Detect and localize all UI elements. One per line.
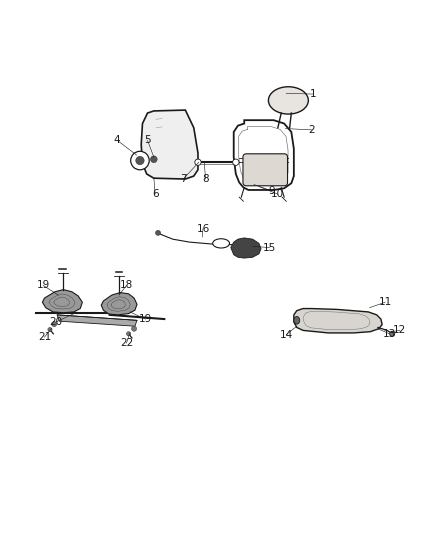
- Text: 15: 15: [263, 243, 276, 253]
- Polygon shape: [234, 120, 294, 190]
- Polygon shape: [141, 110, 198, 179]
- Ellipse shape: [294, 317, 300, 324]
- Ellipse shape: [48, 327, 52, 332]
- Text: 11: 11: [378, 297, 392, 307]
- Text: 2: 2: [308, 125, 315, 135]
- Text: 1: 1: [310, 89, 317, 99]
- Polygon shape: [294, 309, 382, 333]
- Polygon shape: [231, 238, 261, 258]
- Ellipse shape: [195, 159, 201, 165]
- Ellipse shape: [233, 159, 239, 165]
- Text: 6: 6: [152, 189, 159, 199]
- Ellipse shape: [131, 326, 137, 331]
- Text: 18: 18: [120, 280, 133, 290]
- Ellipse shape: [213, 239, 230, 248]
- Text: 13: 13: [383, 329, 396, 339]
- Ellipse shape: [151, 156, 157, 163]
- Text: 4: 4: [114, 135, 120, 146]
- Polygon shape: [101, 293, 137, 315]
- Ellipse shape: [52, 321, 57, 327]
- Ellipse shape: [136, 156, 144, 165]
- Text: 7: 7: [180, 174, 187, 184]
- Text: 5: 5: [144, 135, 151, 146]
- Ellipse shape: [390, 331, 395, 336]
- Ellipse shape: [155, 230, 161, 236]
- Text: 22: 22: [120, 338, 133, 348]
- Ellipse shape: [127, 332, 131, 336]
- Text: 12: 12: [393, 326, 406, 335]
- Text: 8: 8: [202, 174, 209, 184]
- Text: 19: 19: [37, 280, 50, 290]
- Polygon shape: [42, 289, 82, 313]
- Text: 14: 14: [279, 329, 293, 340]
- Text: 19: 19: [139, 314, 152, 324]
- Text: 21: 21: [38, 332, 51, 342]
- Ellipse shape: [268, 87, 308, 114]
- Ellipse shape: [131, 151, 149, 170]
- Text: 16: 16: [196, 224, 210, 233]
- Text: 20: 20: [49, 317, 63, 327]
- FancyBboxPatch shape: [243, 154, 287, 186]
- Text: 10: 10: [271, 189, 284, 199]
- Text: 9: 9: [268, 186, 275, 196]
- Polygon shape: [57, 315, 137, 326]
